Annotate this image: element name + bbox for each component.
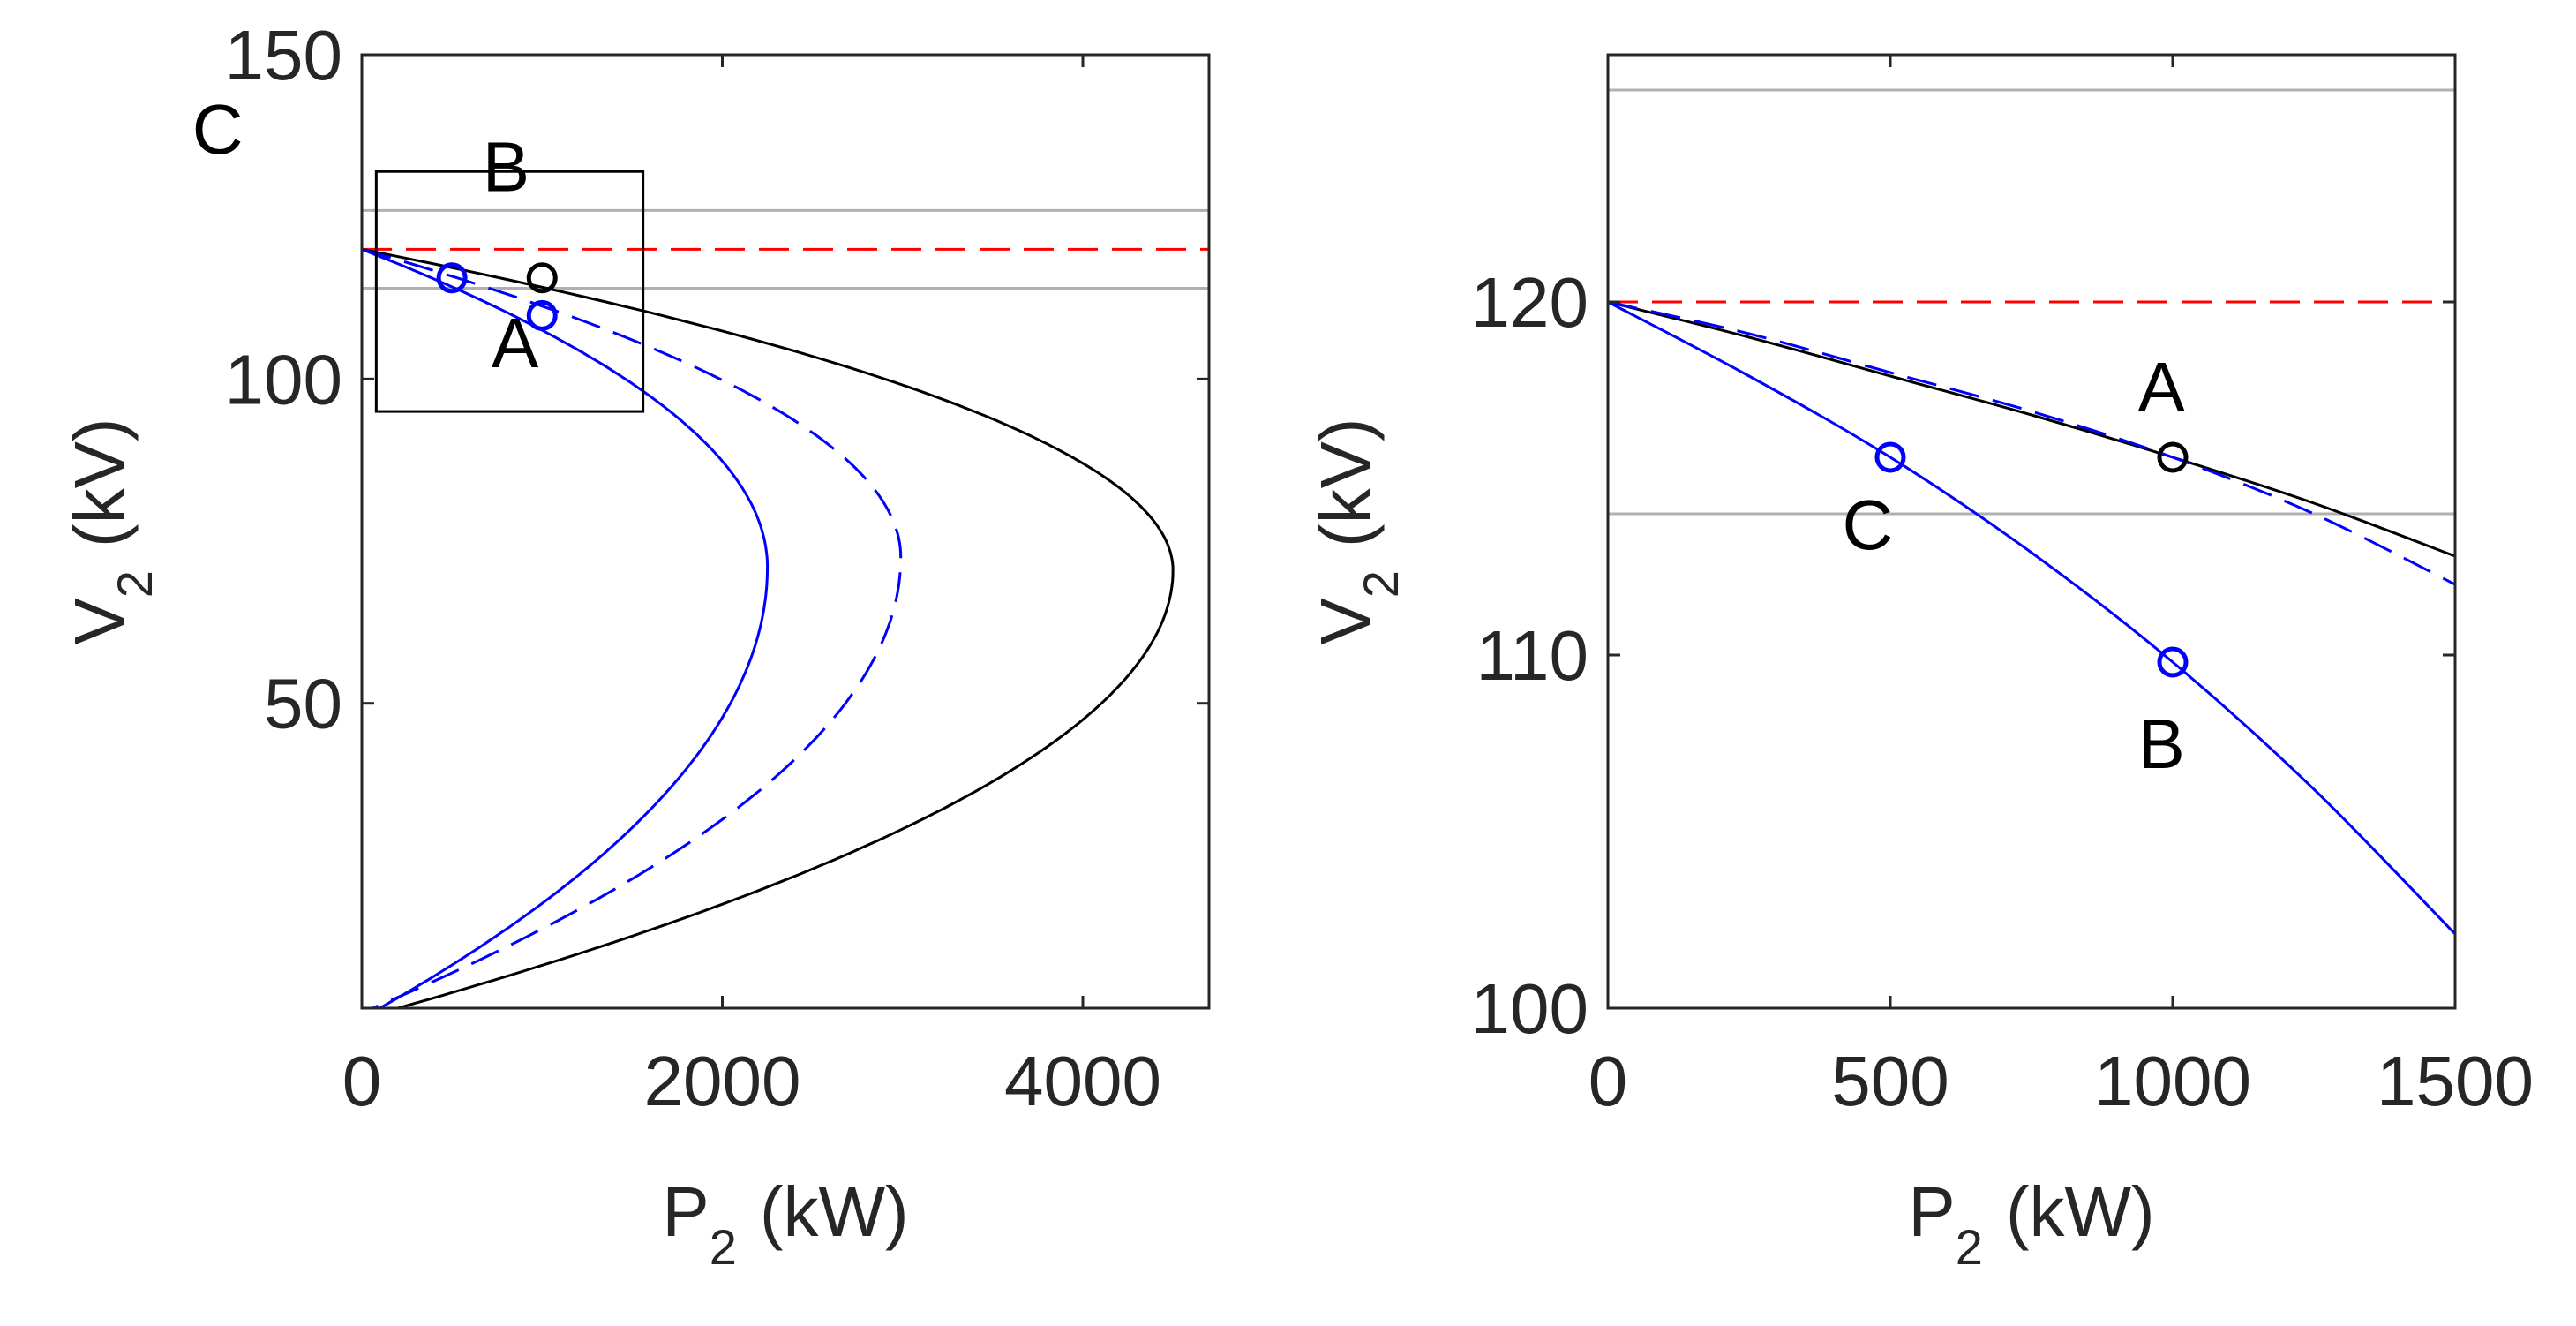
y-tick-label: 120 (1471, 263, 1588, 342)
y-tick-label: 50 (264, 665, 342, 743)
y-axis-label-main: V (60, 598, 139, 645)
point-marker-a (2157, 441, 2189, 473)
x-axis-label-main: P (1908, 1172, 1955, 1251)
point-label-a: A (492, 304, 539, 382)
x-axis-label-main: P (662, 1172, 709, 1251)
x-axis-label: P2 (kW) (662, 1172, 908, 1275)
y-axis-label-unit: (kV) (1306, 418, 1385, 547)
plot-area (1608, 88, 2455, 936)
series-line-blue-solid (362, 248, 770, 1008)
y-tick-label: 150 (225, 16, 342, 94)
point-label-a: A (2138, 348, 2186, 426)
y-axis-label-main: V (1306, 598, 1385, 645)
x-axis-label: P2 (kW) (1908, 1172, 2154, 1275)
x-tick-label: 2000 (644, 1042, 801, 1120)
series-line-blue-dashed (1608, 300, 2455, 586)
zoom-box (374, 170, 645, 413)
point-label-c: C (192, 90, 244, 169)
x-axis-label-subscript: 2 (710, 1219, 737, 1275)
y-axis-label-subscript: 2 (1353, 570, 1408, 598)
x-tick-label: 500 (1831, 1042, 1949, 1120)
point-label-b: B (483, 127, 529, 206)
series-line-blue-dashed (362, 247, 903, 1008)
x-tick-label: 1500 (2377, 1042, 2534, 1120)
plot-area (362, 170, 1209, 1008)
x-tick-label: 0 (342, 1042, 382, 1120)
point-marker-c (436, 262, 468, 294)
y-axis-label: V2 (kV) (1306, 418, 1408, 644)
y-tick-label: 100 (1471, 969, 1588, 1048)
series-line-blue-solid (1608, 300, 2455, 936)
point-marker-b (526, 299, 558, 331)
y-tick-label: 100 (225, 340, 342, 418)
x-tick-label: 4000 (1004, 1042, 1161, 1120)
point-marker-b (2157, 646, 2189, 678)
y-axis-label-unit: (kV) (60, 418, 139, 547)
y-tick-label: 110 (1476, 616, 1588, 695)
x-axis-label-unit: (kW) (760, 1172, 909, 1251)
x-axis-label-subscript: 2 (1956, 1219, 1983, 1275)
axes-frame (1606, 53, 2457, 1010)
series-line-black-solid (362, 247, 1175, 1008)
point-label-c: C (1843, 486, 1894, 564)
x-tick-label: 0 (1588, 1042, 1628, 1120)
point-label-b: B (2138, 704, 2185, 783)
series-line-black-solid (1608, 300, 2455, 558)
y-axis-label-subscript: 2 (107, 570, 162, 598)
x-tick-label: 1000 (2094, 1042, 2251, 1120)
y-axis-label: V2 (kV) (60, 418, 162, 644)
point-marker-c (1874, 441, 1906, 473)
x-axis-label-unit: (kW) (2006, 1172, 2155, 1251)
point-marker-a (526, 262, 558, 294)
axes-frame (360, 53, 1211, 1010)
